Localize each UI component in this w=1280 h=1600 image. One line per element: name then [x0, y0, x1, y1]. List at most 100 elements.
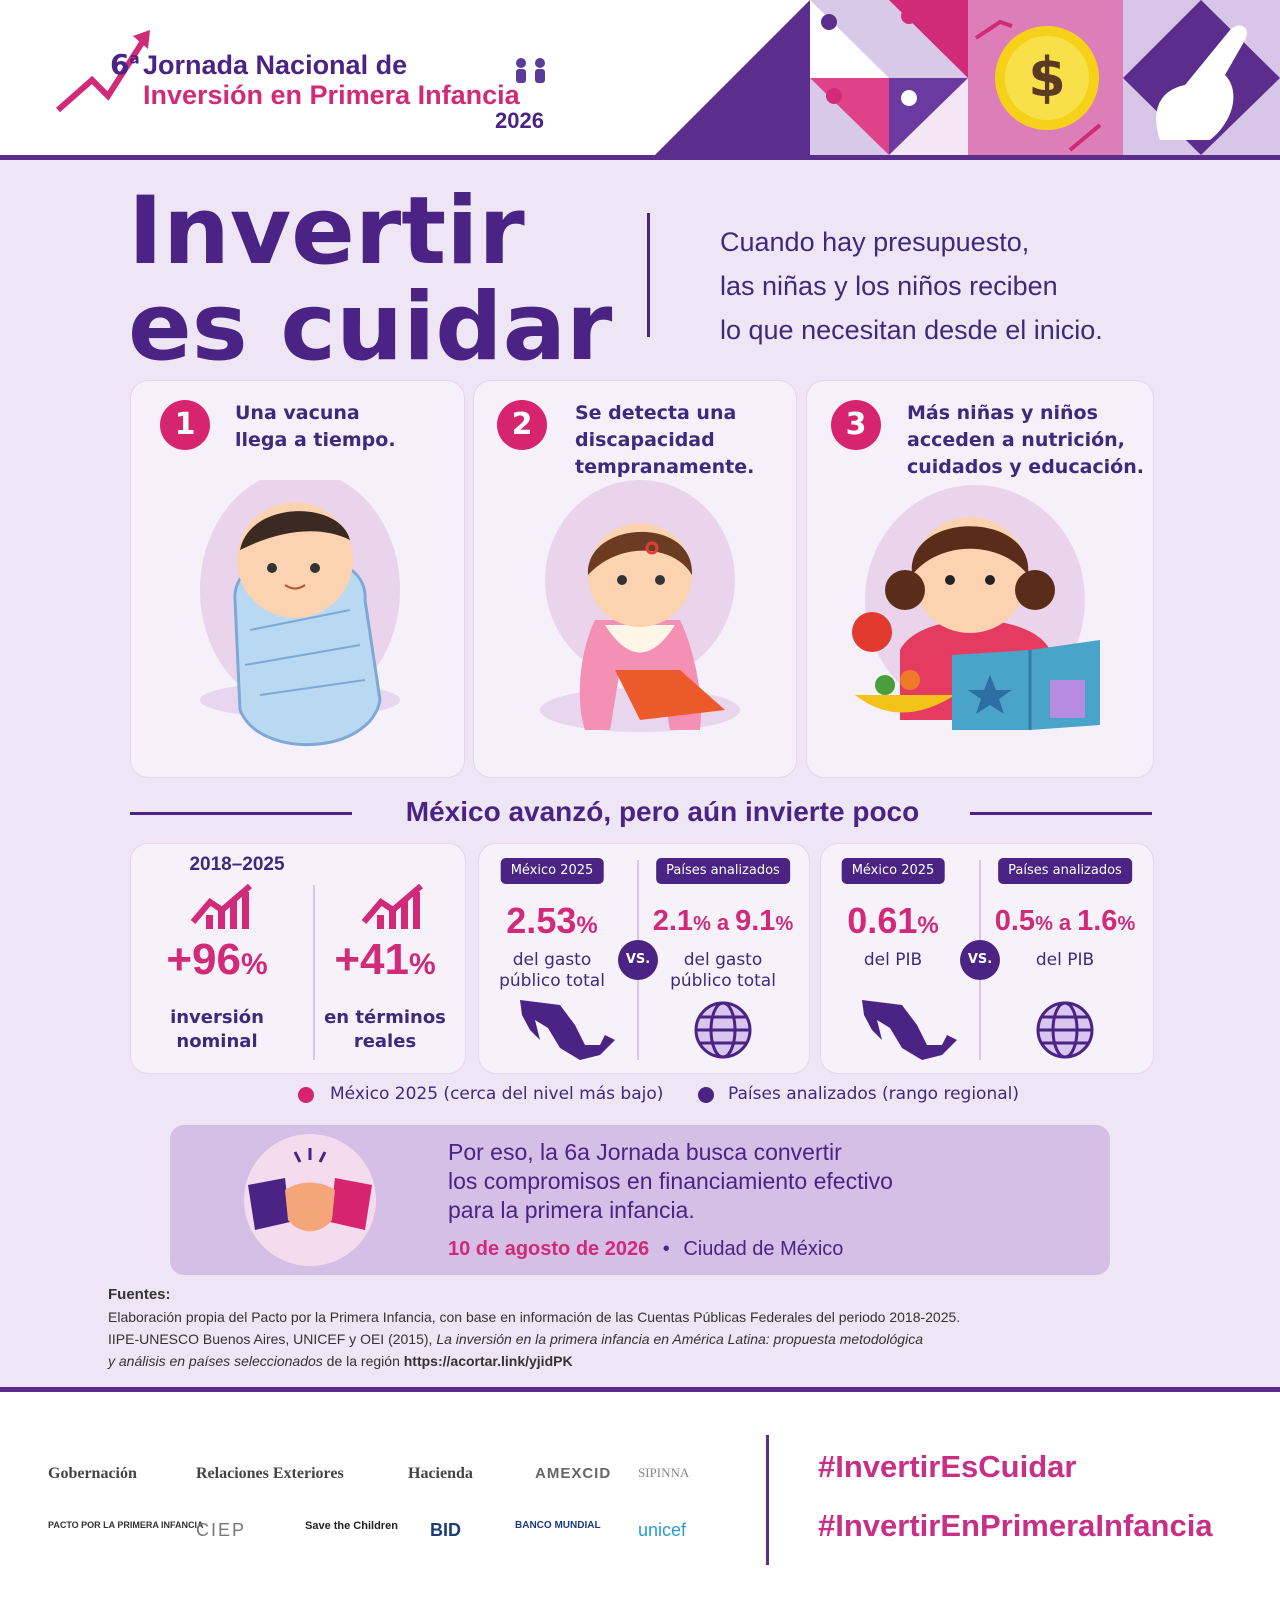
- hero-tagline: Cuando hay presupuesto, las niñas y los …: [720, 220, 1103, 352]
- card-line: discapacidad: [575, 429, 715, 451]
- footer-divider: [766, 1435, 769, 1565]
- logo-arrow: [56, 30, 150, 113]
- mexico-value: 0.61%: [847, 900, 938, 942]
- hero-title-1: Invertir: [128, 177, 525, 286]
- tag: México 2025: [500, 858, 604, 884]
- partner-logo: Relaciones Exteriores: [196, 1465, 344, 1482]
- source-title: y análisis en países seleccionados: [108, 1353, 323, 1369]
- svg-text:$: $: [1028, 46, 1066, 109]
- comparison-label: del PIB: [1036, 950, 1094, 971]
- partner-logo: Gobernación: [48, 1465, 137, 1482]
- tagline-line: Cuando hay presupuesto,: [720, 227, 1030, 257]
- partner-logo: BANCO MUNDIAL: [515, 1520, 601, 1531]
- tag: Países analizados: [656, 858, 790, 884]
- unit: %: [408, 948, 436, 981]
- legend-dot: [698, 1087, 714, 1103]
- hashtag: #InvertirEnPrimeraInfancia: [818, 1508, 1213, 1543]
- girl-illustration: [852, 485, 1100, 730]
- countries-range: 2.1% a 9.1%: [653, 905, 794, 938]
- card-line: acceden a nutrición,: [907, 429, 1125, 451]
- partner-logo: Hacienda: [408, 1465, 473, 1482]
- callout-line: para la primera infancia.: [448, 1197, 695, 1223]
- card-line: tempranamente.: [575, 456, 755, 478]
- value: +41: [334, 935, 409, 984]
- label-line: del gasto: [683, 950, 763, 970]
- superscript: a: [129, 49, 140, 68]
- header-line1: Jornada Nacional de: [143, 50, 408, 80]
- section-rule: [970, 812, 1152, 815]
- unit: %: [775, 913, 794, 935]
- legend-text: Países analizados (rango regional): [728, 1084, 1020, 1104]
- label-line: del gasto: [512, 950, 592, 970]
- growth-label: en términos reales: [324, 1006, 446, 1054]
- source-text: IIPE-UNESCO Buenos Aires, UNICEF y OEI (…: [108, 1331, 437, 1347]
- partner-logo: PACTO POR LA PRIMERA INFANCIA: [48, 1520, 204, 1530]
- legend-dot: [298, 1087, 314, 1103]
- sources: Fuentes: Elaboración propia del Pacto po…: [108, 1284, 960, 1372]
- hashtag: #InvertirEsCuidar: [818, 1449, 1077, 1484]
- stat-icons: [190, 883, 1094, 1060]
- label-line: nominal: [176, 1031, 258, 1052]
- mexico-map-icon: [520, 1000, 957, 1060]
- comparison-label: del gasto público total: [499, 950, 605, 992]
- card-illustrations: [200, 480, 1100, 747]
- partner-logo: SIPINNA: [638, 1465, 690, 1480]
- source-text: de la región: [322, 1353, 404, 1369]
- header-line2: Inversión en Primera Infancia: [143, 80, 520, 110]
- event-date: 10 de agosto de 2026: [448, 1238, 650, 1260]
- card-number: 3: [831, 400, 881, 450]
- partner-logo: unicef: [638, 1520, 687, 1540]
- value: 0.61: [847, 900, 918, 941]
- header-tiles: $: [655, 0, 1280, 155]
- unit: %: [576, 912, 598, 939]
- partner-logo: Save the Children: [305, 1520, 398, 1532]
- vs-badge: VS.: [618, 940, 658, 980]
- tagline-line: lo que necesitan desde el inicio.: [720, 315, 1103, 345]
- card-line: llega a tiempo.: [235, 429, 396, 451]
- source-line: IIPE-UNESCO Buenos Aires, UNICEF y OEI (…: [108, 1328, 960, 1350]
- source-title: La inversión en la primera infancia en A…: [436, 1331, 923, 1347]
- growth-value: +41%: [334, 935, 435, 985]
- hero-title-2: es cuidar: [128, 273, 613, 382]
- card-line: Una vacuna: [235, 402, 360, 424]
- card-text: Una vacuna llega a tiempo.: [235, 400, 396, 454]
- unit: %: [917, 912, 939, 939]
- comparison-label: del gasto público total: [670, 950, 776, 992]
- label-line: reales: [353, 1031, 417, 1052]
- card-number: 1: [160, 400, 210, 450]
- sources-heading: Fuentes:: [108, 1286, 171, 1303]
- unit: %: [1035, 913, 1053, 935]
- connector: a: [716, 910, 730, 935]
- toddler-illustration: [540, 480, 740, 732]
- vs-badge: VS.: [960, 940, 1000, 980]
- callout-event: 10 de agosto de 2026 • Ciudad de México: [448, 1238, 843, 1261]
- connector: a: [1058, 910, 1072, 935]
- value: 2.53: [506, 900, 577, 941]
- label-line: inversión: [170, 1007, 264, 1028]
- tag: México 2025: [841, 858, 945, 884]
- handshake-icon: [244, 1134, 376, 1266]
- partner-logo: CIEP: [196, 1520, 247, 1540]
- legend-text: México 2025 (cerca del nivel más bajo): [330, 1084, 664, 1104]
- label-line: del PIB: [1035, 950, 1095, 970]
- stat-box: [130, 843, 466, 1074]
- unit: %: [1117, 913, 1136, 935]
- source-link: https://acortar.link/yjidPK: [403, 1353, 573, 1369]
- hero-divider: [647, 213, 650, 337]
- countries-range: 0.5% a 1.6%: [995, 905, 1136, 938]
- header-number: 6a: [110, 48, 140, 81]
- value: 1.6: [1077, 905, 1118, 937]
- card-number: 2: [497, 400, 547, 450]
- header-rule: [0, 155, 1280, 160]
- box-divider: [313, 885, 315, 1060]
- mexico-value: 2.53%: [506, 900, 597, 942]
- tag: Países analizados: [998, 858, 1132, 884]
- card-text: Más niñas y niños acceden a nutrición, cui…: [907, 400, 1144, 481]
- tagline-line: las niñas y los niños reciben: [720, 271, 1058, 301]
- source-line: Elaboración propia del Pacto por la Prim…: [108, 1309, 961, 1325]
- growth-value: +96%: [166, 935, 267, 985]
- value: 2.1: [652, 905, 694, 937]
- header-graphics: $: [0, 0, 1280, 160]
- value: 9.1: [735, 905, 776, 937]
